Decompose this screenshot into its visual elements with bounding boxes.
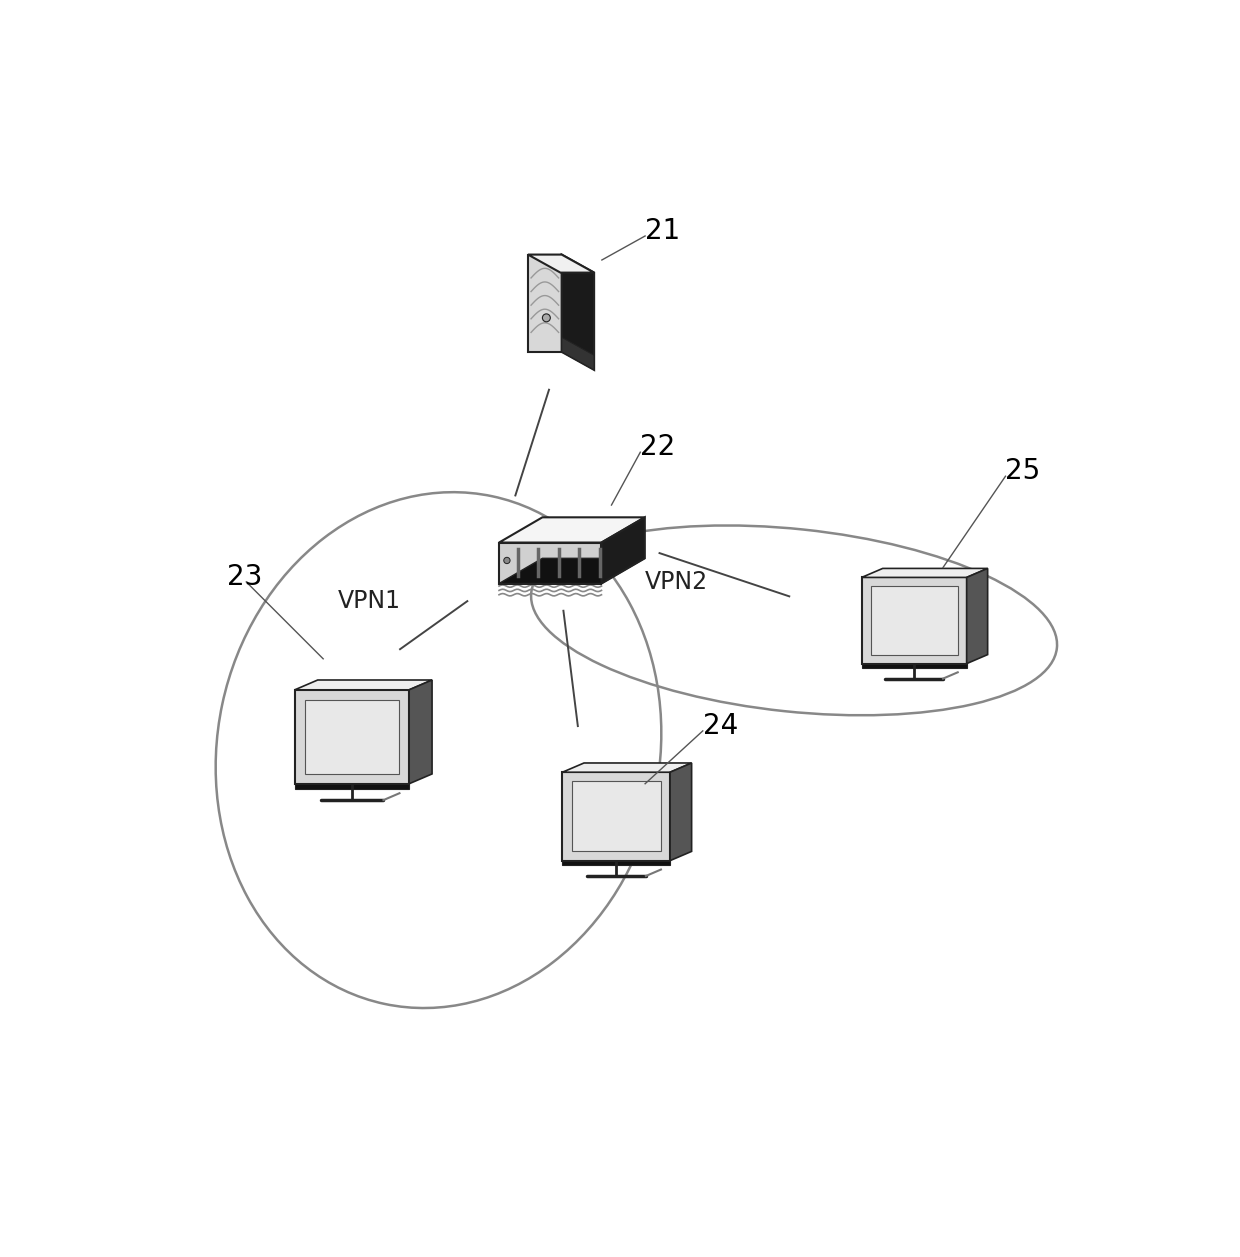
- Polygon shape: [572, 782, 661, 851]
- Polygon shape: [601, 518, 645, 583]
- Text: 21: 21: [645, 217, 681, 245]
- Polygon shape: [295, 784, 409, 788]
- Polygon shape: [563, 763, 692, 772]
- Polygon shape: [528, 255, 594, 273]
- Polygon shape: [295, 690, 409, 784]
- Polygon shape: [862, 568, 987, 577]
- Polygon shape: [563, 772, 670, 861]
- Polygon shape: [562, 255, 594, 370]
- Polygon shape: [967, 568, 987, 664]
- Polygon shape: [498, 558, 645, 583]
- Text: 24: 24: [703, 711, 738, 740]
- Text: 22: 22: [640, 434, 676, 461]
- Polygon shape: [498, 543, 601, 583]
- Polygon shape: [305, 700, 399, 774]
- Polygon shape: [870, 587, 957, 655]
- Text: VPN1: VPN1: [337, 590, 401, 613]
- Polygon shape: [409, 680, 432, 784]
- Text: 25: 25: [1006, 458, 1040, 485]
- Polygon shape: [498, 518, 645, 543]
- Polygon shape: [528, 255, 562, 352]
- Polygon shape: [295, 680, 432, 690]
- Circle shape: [503, 557, 510, 563]
- Polygon shape: [562, 337, 594, 370]
- Polygon shape: [563, 861, 670, 865]
- Polygon shape: [670, 763, 692, 861]
- Polygon shape: [862, 577, 967, 664]
- Polygon shape: [862, 664, 967, 669]
- Text: 23: 23: [227, 563, 263, 591]
- Circle shape: [542, 314, 551, 322]
- Text: VPN2: VPN2: [645, 569, 708, 593]
